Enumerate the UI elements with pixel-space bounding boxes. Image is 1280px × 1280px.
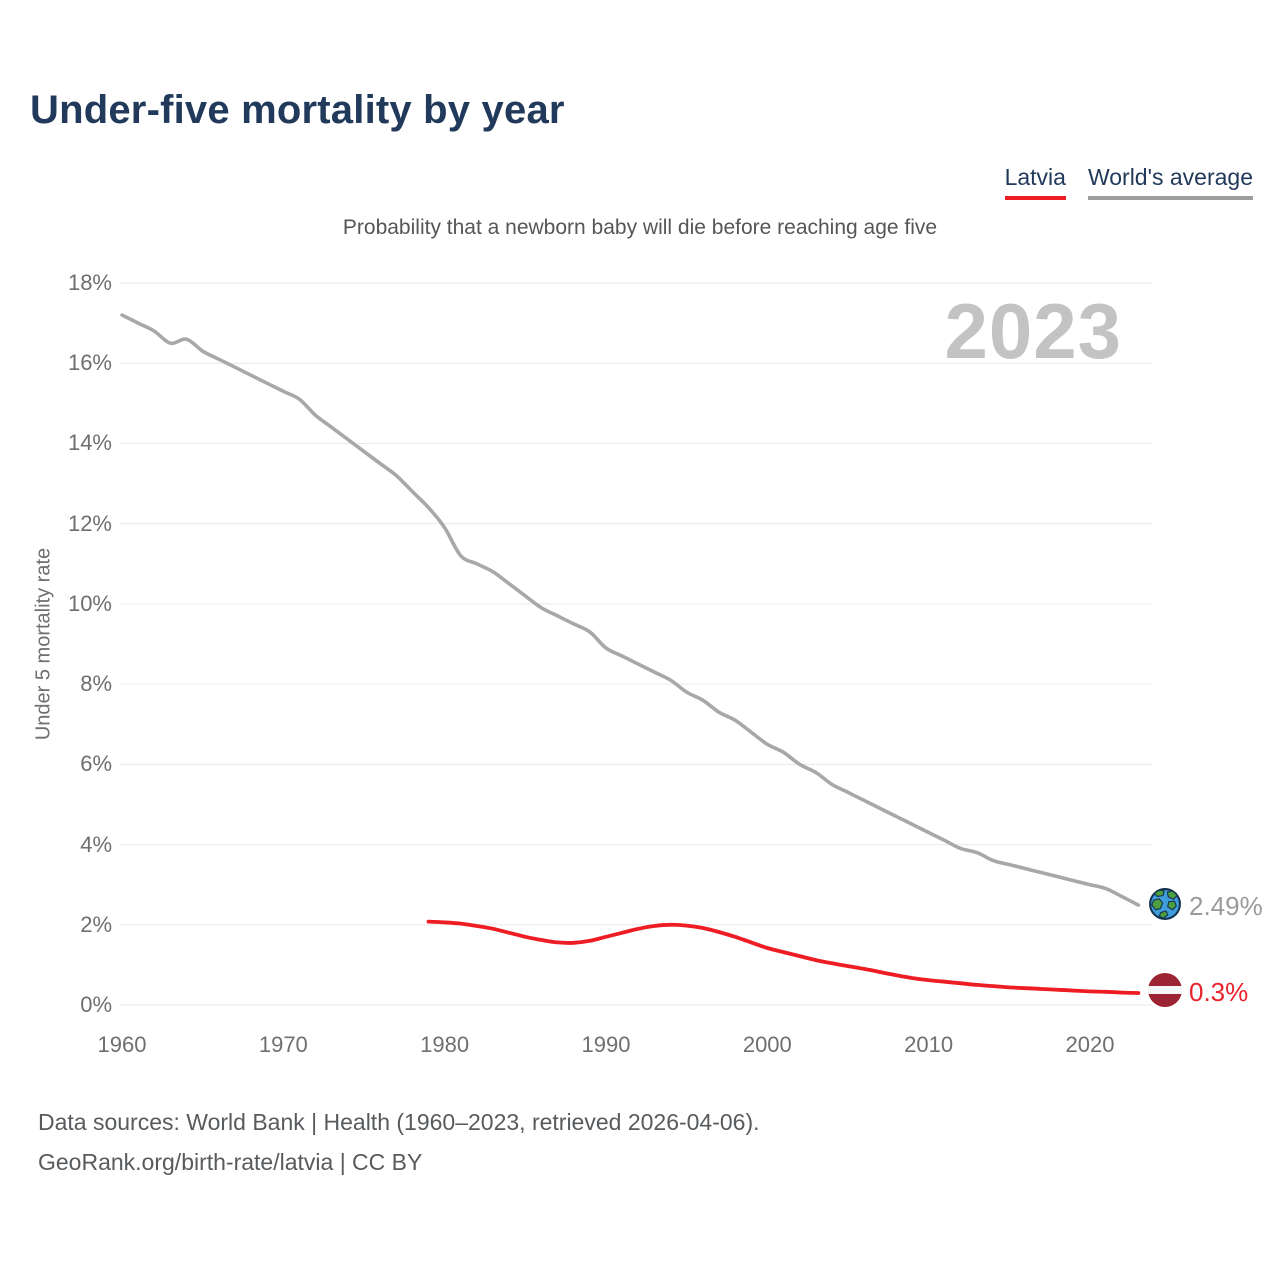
data-sources-line: Data sources: World Bank | Health (1960–… xyxy=(38,1109,760,1135)
legend-item-world-average[interactable]: World's average xyxy=(1087,164,1253,200)
y-tick-label: 0% xyxy=(80,992,112,1017)
series-line-world-s-average xyxy=(120,313,1141,907)
x-tick-label: 1990 xyxy=(581,1032,631,1057)
world-end-value: 2.49% xyxy=(1189,891,1263,921)
y-tick-label: 18% xyxy=(67,270,112,295)
x-tick-label: 2000 xyxy=(742,1032,792,1057)
x-tick-label: 1970 xyxy=(258,1032,308,1057)
x-tick-label: 2010 xyxy=(904,1032,954,1057)
x-tick-label: 1960 xyxy=(97,1032,147,1057)
series-line-latvia xyxy=(426,919,1141,995)
y-tick-label: 4% xyxy=(80,831,112,857)
year-watermark: 2023 xyxy=(944,287,1122,375)
legend-item-latvia[interactable]: Latvia xyxy=(1004,164,1066,200)
y-tick-label: 10% xyxy=(67,590,112,616)
footer: Data sources: World Bank | Health (1960–… xyxy=(38,1102,760,1182)
y-tick-label: 2% xyxy=(80,911,112,937)
chart-subtitle: Probability that a newborn baby will die… xyxy=(342,216,938,239)
y-tick-label: 8% xyxy=(80,671,112,697)
latvia-end-value: 0.3% xyxy=(1189,977,1249,1007)
latvia-flag-icon xyxy=(1148,973,1182,1007)
y-tick-label: 14% xyxy=(67,430,112,456)
legend: Latvia World's average xyxy=(1004,164,1253,200)
x-tick-label: 2020 xyxy=(1065,1032,1115,1057)
globe-icon xyxy=(1148,887,1182,921)
y-tick-label: 16% xyxy=(67,350,112,376)
x-tick-label: 1980 xyxy=(420,1032,470,1057)
attribution-line: GeoRank.org/birth-rate/latvia | CC BY xyxy=(38,1149,423,1175)
y-tick-label: 6% xyxy=(80,751,112,777)
page-title: Under-five mortality by year xyxy=(30,88,565,132)
y-tick-label: 12% xyxy=(67,510,112,536)
